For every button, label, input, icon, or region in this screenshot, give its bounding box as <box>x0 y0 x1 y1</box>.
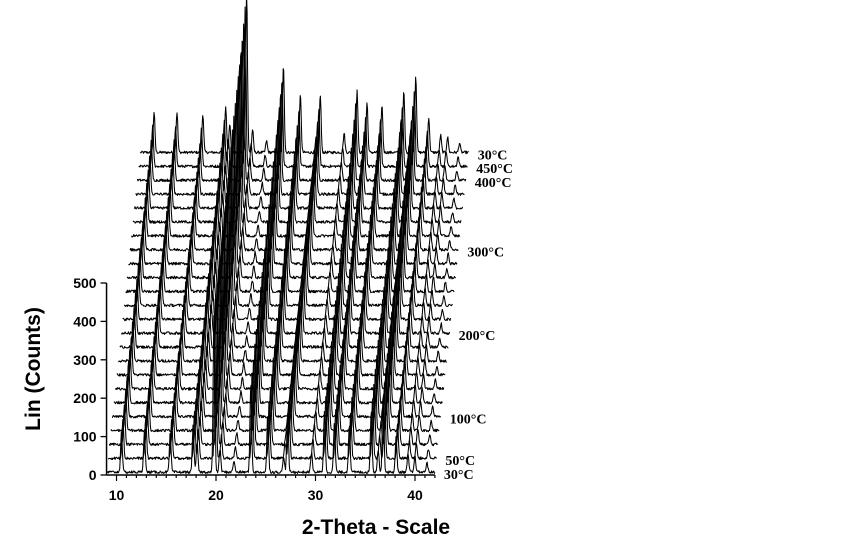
pattern-trace <box>125 129 455 294</box>
x-axis-title: 2-Theta - Scale <box>302 516 450 539</box>
x-tick-label: 40 <box>407 487 423 503</box>
temperature-label: 450°C <box>476 162 513 177</box>
y-tick-label: 0 <box>89 467 97 483</box>
y-tick-label: 500 <box>73 275 97 291</box>
x-tick-label: 30 <box>308 487 324 503</box>
pattern-traces <box>106 0 469 475</box>
temperature-label: 30°C <box>444 468 474 483</box>
y-tick-label: 300 <box>73 352 97 368</box>
temperature-label: 100°C <box>450 412 487 427</box>
pattern-trace <box>106 314 436 475</box>
y-tick-label: 400 <box>73 313 97 329</box>
pattern-trace <box>126 115 456 280</box>
y-tick-label: 100 <box>73 429 97 445</box>
temperature-label: 400°C <box>475 176 512 191</box>
temperature-label: 300°C <box>467 246 504 261</box>
temperature-label: 30°C <box>478 148 508 163</box>
pattern-trace <box>123 146 453 308</box>
pattern-trace <box>139 0 469 155</box>
y-axis-title: Lin (Counts) <box>22 307 45 431</box>
temperature-label: 200°C <box>459 329 496 344</box>
pattern-trace <box>128 102 458 266</box>
temperature-label: 50°C <box>445 454 475 469</box>
axes: 0 100 200 300 400 500 10 20 30 40 <box>73 275 436 503</box>
x-tick-label: 20 <box>208 487 224 503</box>
y-tick-label: 200 <box>73 390 97 406</box>
x-tick-label: 10 <box>109 487 125 503</box>
